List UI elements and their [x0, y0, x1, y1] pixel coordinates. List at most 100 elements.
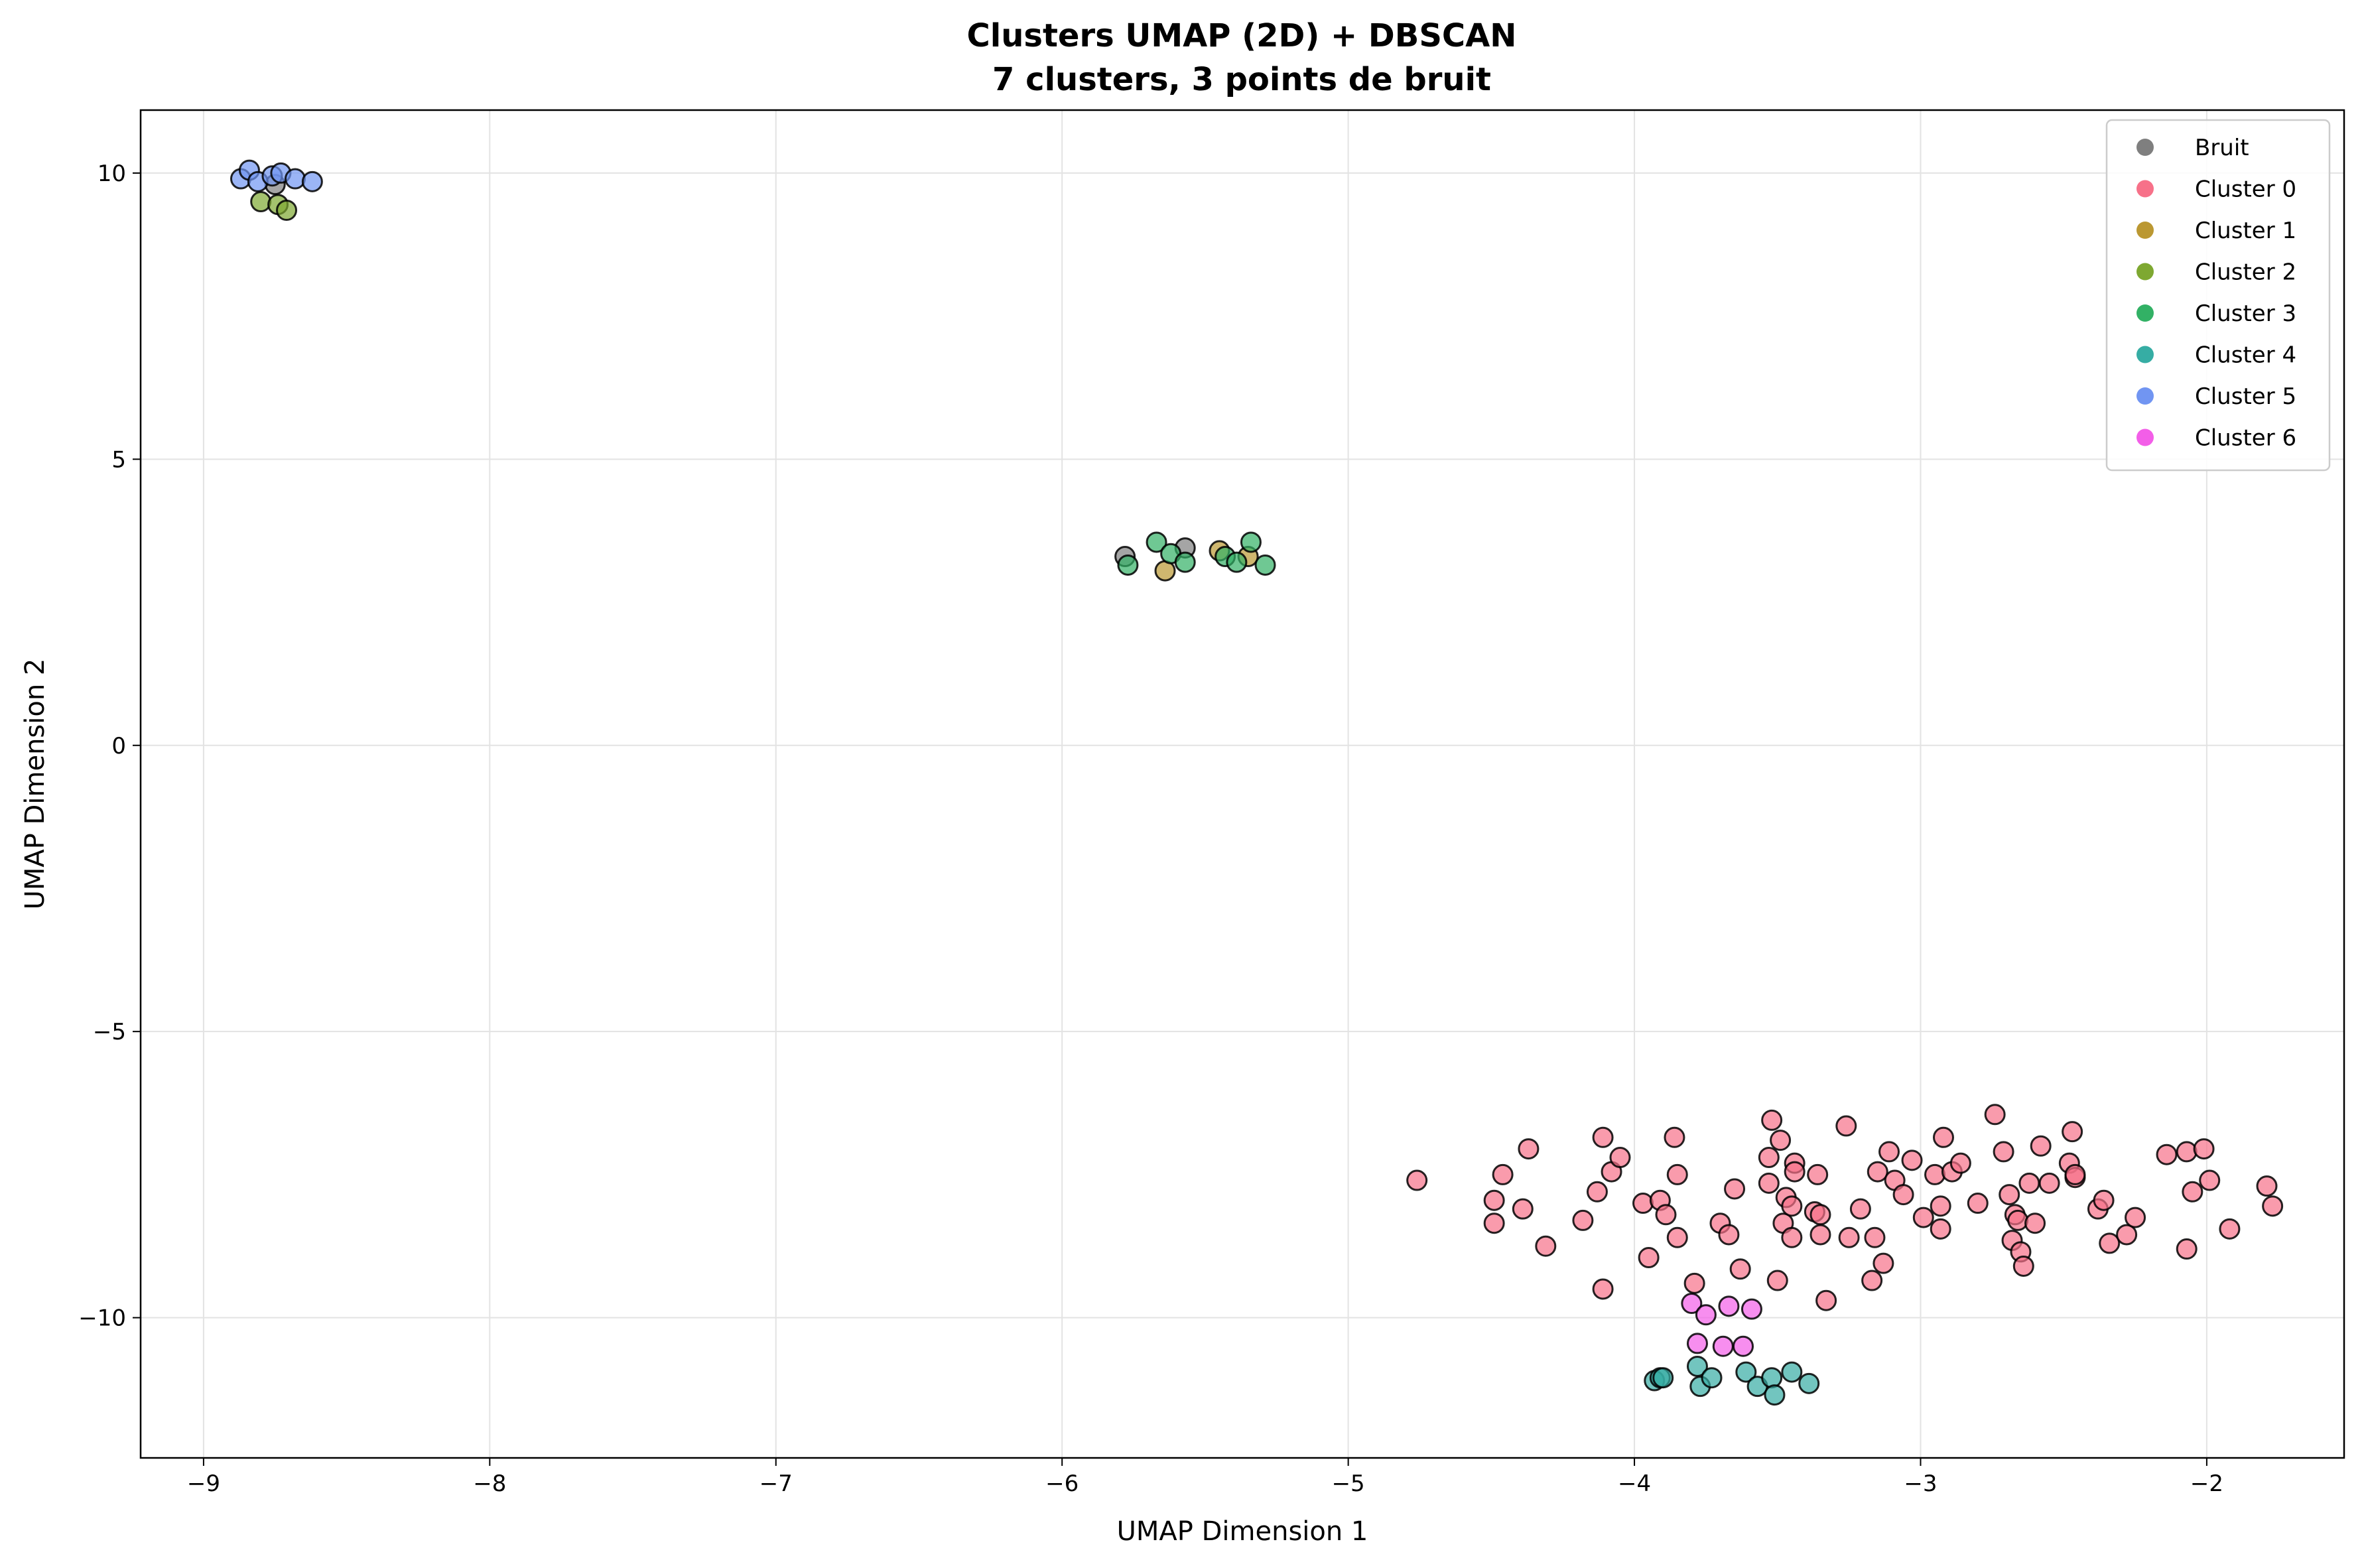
data-point [1758, 1172, 1780, 1194]
data-point [1867, 1161, 1888, 1183]
legend-item: Bruit [2136, 135, 2249, 161]
data-point [2182, 1181, 2203, 1203]
axis-ticks: −9 −8 −7 −6 −5 −4 −3 −2 10 5 0 −5 −10 [78, 161, 2223, 1497]
data-point [1984, 1104, 2006, 1126]
series-cluster-4 [1644, 1355, 1820, 1406]
x-tick-label: −7 [759, 1470, 793, 1497]
data-point [1729, 1258, 1751, 1280]
data-point [1784, 1161, 1806, 1183]
data-point [2116, 1224, 2138, 1246]
data-point [2024, 1212, 2046, 1234]
data-point [1146, 531, 1167, 553]
data-point [1930, 1218, 1951, 1240]
x-axis-label: UMAP Dimension 1 [1117, 1516, 1368, 1547]
y-axis-label: UMAP Dimension 2 [20, 659, 50, 910]
data-point [1592, 1278, 1614, 1300]
legend-item: Cluster 5 [2136, 383, 2296, 410]
data-point [1701, 1367, 1723, 1389]
data-point [1117, 554, 1139, 576]
legend-box [2105, 119, 2331, 472]
legend-marker [2136, 346, 2154, 363]
data-point [1993, 1141, 2014, 1163]
x-tick-label: −6 [1045, 1470, 1079, 1497]
y-tick-label: 5 [111, 446, 126, 473]
data-point [1901, 1149, 1923, 1171]
legend-marker [2136, 180, 2154, 198]
data-point [1766, 1270, 1788, 1291]
data-point [1586, 1181, 1608, 1203]
data-point [250, 191, 272, 213]
data-point [1638, 1247, 1660, 1269]
data-point [1807, 1163, 1829, 1185]
data-point [1892, 1184, 1914, 1206]
data-point [1724, 1178, 1746, 1200]
x-tick-label: −4 [1618, 1470, 1651, 1497]
data-point [1240, 531, 1262, 553]
data-point [2156, 1143, 2178, 1165]
legend-marker [2136, 428, 2154, 446]
data-point [1572, 1209, 1594, 1231]
data-point [1695, 1304, 1717, 1326]
legend-label: Bruit [2195, 135, 2249, 161]
series-cluster-0 [1406, 1104, 2284, 1311]
data-point [1681, 1293, 1703, 1315]
data-point [2093, 1189, 2115, 1211]
data-point [1761, 1367, 1783, 1389]
data-point [1652, 1367, 1674, 1389]
legend-label: Cluster 2 [2195, 259, 2296, 286]
plot-frame [139, 109, 2345, 1459]
data-point [1666, 1226, 1688, 1248]
data-point [1809, 1204, 1831, 1226]
y-tick-label: 10 [98, 161, 126, 187]
data-point [2062, 1121, 2083, 1143]
series-cluster-3 [1117, 531, 1276, 576]
data-points [230, 159, 2284, 1406]
legend-label: Cluster 5 [2195, 383, 2296, 410]
data-point [1712, 1335, 1734, 1357]
data-point [2262, 1195, 2284, 1217]
data-point [1809, 1224, 1831, 1246]
legend-item: Cluster 4 [2136, 342, 2296, 369]
data-point [2007, 1209, 2029, 1231]
data-point [1967, 1193, 1989, 1214]
x-tick-label: −9 [187, 1470, 220, 1497]
data-point [2064, 1163, 2086, 1185]
x-tick-label: −3 [1904, 1470, 1937, 1497]
chart-subtitle: 7 clusters, 3 points de bruit [992, 61, 1491, 98]
data-point [2012, 1255, 2034, 1277]
data-point [1254, 554, 1276, 576]
data-point [1512, 1198, 1534, 1220]
data-point [2176, 1238, 2198, 1260]
grid-lines [141, 110, 2344, 1458]
legend-item: Cluster 6 [2136, 425, 2296, 452]
data-point [1798, 1372, 1820, 1394]
data-point [1781, 1195, 1803, 1217]
data-point [1781, 1226, 1803, 1248]
data-point [1864, 1226, 1886, 1248]
legend-marker [2136, 263, 2154, 281]
data-point [1770, 1130, 1792, 1151]
legend-item: Cluster 1 [2136, 218, 2296, 244]
data-point [1483, 1212, 1505, 1234]
data-point [1758, 1147, 1780, 1169]
data-point [1406, 1169, 1428, 1191]
legend-marker [2136, 304, 2154, 322]
legend-label: Cluster 0 [2195, 176, 2296, 203]
data-point [1518, 1138, 1540, 1160]
data-point [1174, 551, 1196, 573]
data-point [1664, 1126, 1685, 1148]
data-point [1924, 1163, 1946, 1185]
series-cluster-6 [1681, 1293, 1762, 1357]
x-tick-label: −5 [1332, 1470, 1365, 1497]
data-point [1912, 1207, 1934, 1228]
data-point [2256, 1175, 2278, 1197]
data-point [1930, 1195, 1951, 1217]
data-point [2018, 1172, 2040, 1194]
data-point [1592, 1126, 1614, 1148]
series-cluster-2 [250, 191, 298, 221]
data-point [1781, 1361, 1803, 1383]
legend-label: Cluster 4 [2195, 342, 2296, 369]
data-point [1872, 1252, 1894, 1274]
data-point [2030, 1135, 2052, 1157]
legend-marker [2136, 139, 2154, 156]
